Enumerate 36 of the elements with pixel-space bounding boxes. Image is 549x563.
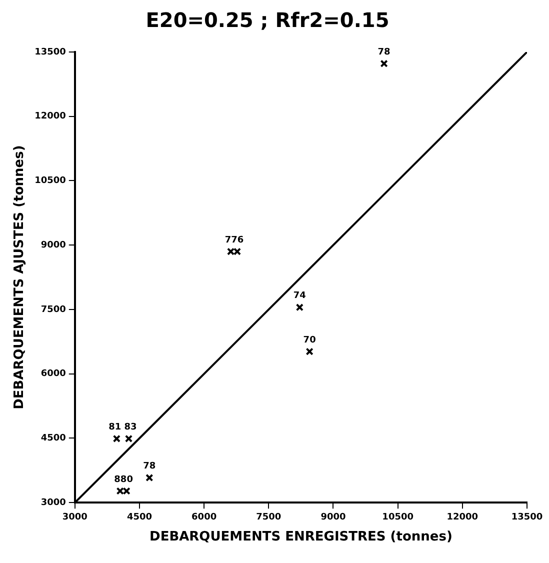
x-tick-label: 4500 — [126, 512, 152, 522]
point — [226, 248, 235, 256]
x-tick-label: 3000 — [62, 512, 88, 522]
y-tick-label: 13500 — [34, 47, 66, 58]
y-tick-label: 9000 — [40, 240, 66, 250]
point — [380, 60, 388, 68]
x-tick-label: 10500 — [382, 512, 414, 522]
x-axis-title: DEBARQUEMENTS ENREGISTRES (tonnes) — [150, 530, 452, 545]
annotation: 78 — [378, 47, 390, 58]
x-tick-label: 7500 — [256, 512, 282, 522]
annotation: 776 — [224, 235, 244, 246]
y-tick-label: 12000 — [34, 112, 66, 122]
x-tick-label: 9000 — [320, 512, 346, 522]
annotation: 74 — [293, 291, 306, 302]
annotation: 81 83 — [108, 422, 137, 432]
point — [124, 434, 133, 442]
y-tick-label: 4500 — [40, 434, 66, 444]
point — [122, 487, 130, 495]
x-tick-label: 12000 — [446, 512, 478, 522]
y-tick-label: 6000 — [40, 369, 66, 380]
point — [116, 487, 124, 495]
x-tick-label: 13500 — [511, 512, 543, 522]
point — [112, 434, 121, 442]
chart-title: E20=0.25 ; Rfr2=0.15 — [146, 8, 390, 32]
point — [306, 348, 314, 356]
x-tick-label: 6000 — [192, 512, 217, 522]
annotation: 880 — [114, 474, 133, 485]
point — [146, 474, 154, 482]
point — [233, 248, 242, 256]
annotation: 78 — [143, 462, 156, 472]
y-axis-title: DEBARQUEMENTS AJUSTES (tonnes) — [12, 145, 28, 410]
point — [296, 304, 304, 312]
y-tick-label: 3000 — [40, 498, 66, 508]
y-tick-label: 7500 — [40, 304, 66, 315]
y-tick-label: 10500 — [34, 176, 66, 186]
annotation: 70 — [303, 335, 316, 346]
